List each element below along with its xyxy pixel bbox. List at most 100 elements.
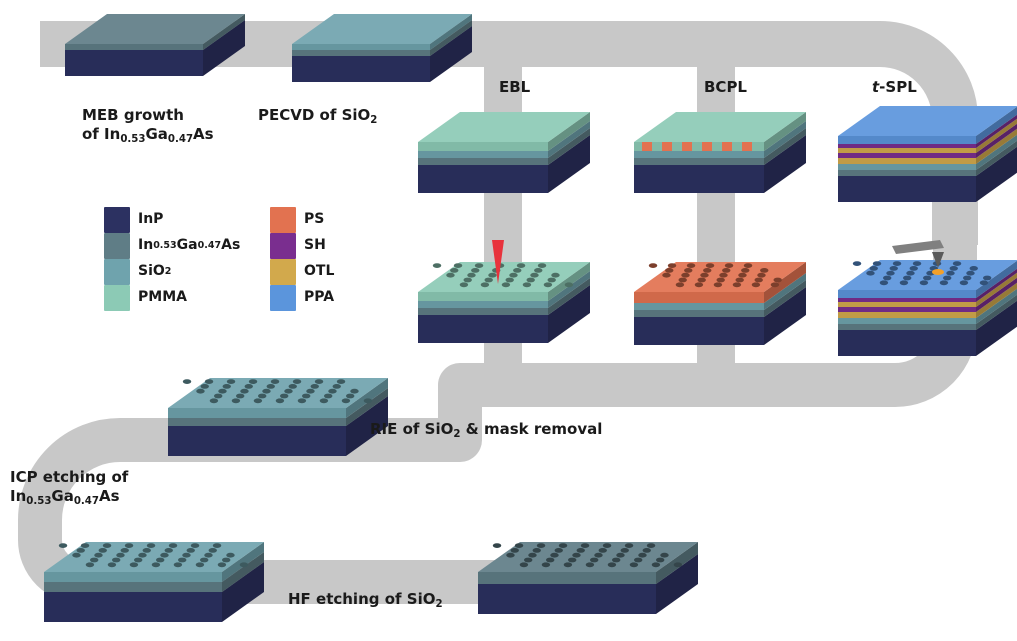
- hole: [217, 562, 227, 568]
- hole: [912, 261, 922, 266]
- hole: [892, 261, 902, 266]
- hole: [899, 280, 909, 286]
- layer-front-inp: [418, 315, 548, 343]
- hole: [656, 557, 665, 563]
- hole: [886, 270, 895, 276]
- hole: [450, 268, 459, 273]
- hole: [164, 548, 173, 553]
- hole: [564, 282, 574, 288]
- hole: [660, 552, 669, 558]
- hole: [275, 398, 285, 404]
- hole: [724, 263, 734, 268]
- hole: [651, 562, 661, 568]
- layer-side-ingaas: [548, 128, 590, 165]
- hole: [151, 562, 161, 568]
- layer-front-sh: [838, 307, 976, 312]
- legend-swatch-ps: [270, 207, 296, 233]
- hole: [80, 543, 90, 548]
- hole: [514, 543, 524, 548]
- hole: [741, 268, 750, 273]
- hole: [332, 384, 341, 389]
- hole: [757, 272, 766, 278]
- hole: [107, 562, 117, 568]
- layer-front-sio2: [168, 408, 346, 418]
- legend-swatch-pmma: [104, 285, 130, 311]
- hole: [872, 261, 882, 266]
- label-ebl: EBL: [499, 78, 531, 96]
- track-bottom: [18, 245, 977, 604]
- hole: [530, 272, 539, 278]
- hole: [969, 266, 978, 271]
- hole: [480, 282, 490, 288]
- layer-side-ingaas: [203, 14, 245, 50]
- hole: [239, 562, 249, 568]
- layer-front-ppa: [838, 136, 976, 144]
- hole: [346, 393, 355, 399]
- hole: [160, 552, 169, 558]
- label-rie: RIE of SiO2 & mask removal: [370, 420, 603, 440]
- heated-spot: [932, 269, 944, 275]
- hole: [471, 268, 480, 273]
- layer-front-sio2: [838, 164, 976, 170]
- hole: [646, 543, 656, 548]
- layer-side-inp: [764, 135, 806, 193]
- layer-front-sio2: [292, 44, 430, 50]
- hole: [453, 263, 463, 268]
- hole: [134, 557, 143, 563]
- label-icp-etching: ICP etching of In0.53Ga0.47As: [10, 468, 128, 508]
- hole: [568, 557, 577, 563]
- wafer-pecvd: [292, 14, 472, 82]
- hole: [509, 272, 518, 278]
- hole: [446, 272, 455, 278]
- hole: [310, 384, 319, 389]
- hole: [173, 562, 183, 568]
- layer-front-otl2: [838, 148, 976, 153]
- layer-side-ingaas: [764, 128, 806, 165]
- top-face: [65, 14, 245, 44]
- layer-side-inp: [430, 26, 472, 82]
- hole: [248, 379, 258, 384]
- layer-side-sio2: [976, 134, 1017, 170]
- layer-side-inp: [656, 554, 698, 614]
- label-pecvd: PECVD of SiO2: [258, 106, 378, 126]
- layer-side-sio2: [764, 121, 806, 158]
- layer-side-ingaas: [222, 552, 264, 592]
- hole: [506, 552, 515, 558]
- layer-front-inp: [838, 176, 976, 202]
- label-meb-line2: of In0.53Ga0.47As: [82, 124, 214, 145]
- hole: [546, 557, 555, 563]
- hole: [773, 277, 782, 283]
- layer-side-otl2: [976, 272, 1017, 307]
- hole: [240, 388, 249, 394]
- hole: [302, 393, 311, 399]
- layer-front-ingaas: [65, 44, 203, 50]
- hole: [648, 263, 658, 268]
- top-face: [634, 112, 806, 142]
- hole: [642, 548, 651, 553]
- hole: [516, 263, 526, 268]
- legend-swatch-ingaas: [104, 233, 130, 259]
- hole: [576, 548, 585, 553]
- hole: [244, 384, 253, 389]
- label-icp-line1: ICP etching of: [10, 468, 129, 486]
- legend-item-otl: OTL: [270, 259, 334, 285]
- hole: [124, 543, 134, 548]
- hole: [754, 277, 763, 283]
- hole: [98, 548, 107, 553]
- hole: [743, 263, 753, 268]
- layer-side-otl: [976, 128, 1017, 164]
- hole: [532, 548, 541, 553]
- hole: [966, 270, 975, 276]
- hole: [662, 272, 671, 278]
- hole: [963, 275, 972, 281]
- hole: [612, 557, 621, 563]
- hole: [209, 398, 219, 404]
- wafer-tspl-patterned: [838, 260, 1017, 356]
- hole: [218, 388, 227, 394]
- layer-side-sio2: [976, 288, 1017, 324]
- hole: [270, 379, 280, 384]
- hole: [686, 263, 696, 268]
- layer-side-inp: [548, 285, 590, 343]
- layer-front-inp: [168, 426, 346, 456]
